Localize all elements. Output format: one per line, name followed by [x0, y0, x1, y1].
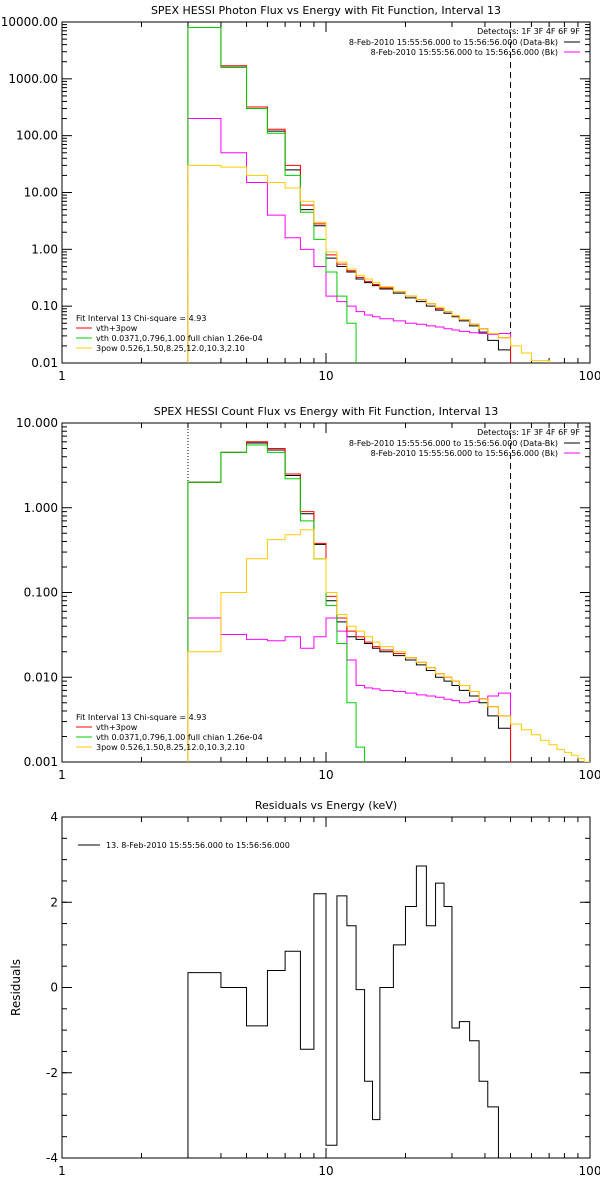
legend-entry-label: 8-Feb-2010 15:55:56.000 to 15:56:56.000 … — [371, 48, 558, 57]
series-group — [187, 865, 511, 1158]
legend-entry-label: 13. 8-Feb-2010 15:55:56.000 to 15:56:56.… — [106, 841, 290, 850]
y-tick-label: 10000.00 — [1, 15, 58, 29]
top-legend: 8-Feb-2010 15:55:56.000 to 15:56:56.000 … — [349, 38, 580, 57]
series-13 — [187, 865, 511, 1158]
fit-header: Fit Interval 13 Chi-square = 4.93 — [76, 713, 206, 722]
plot-area: 1 10 100 0.01 0.10 1.00 10.00 100.00 1000.00 1000… — [1, 15, 600, 383]
series-group — [187, 27, 550, 363]
series-3pow — [187, 164, 550, 363]
x-tick-label: 10 — [318, 1164, 333, 1178]
chart-title: SPEX HESSI Count Flux vs Energy with Fit… — [154, 405, 498, 418]
y-tick-label: -4 — [46, 1151, 58, 1165]
series-bk — [187, 617, 512, 762]
detectors-label: Detectors: 1F 3F 4F 6F 9F — [477, 428, 580, 437]
y-tick-label: 0.01 — [31, 356, 58, 370]
legend-entry-label: 3pow 0.526,1.50,8.25,12.0,10.3,2.10 — [96, 743, 245, 752]
y-tick-label: 1.000 — [24, 501, 58, 515]
y-tick-label: 0.10 — [31, 299, 58, 313]
y-axis-label: Residuals — [9, 959, 23, 1016]
y-tick-label: 2 — [50, 895, 58, 909]
y-tick-label: 4 — [50, 810, 58, 824]
detectors-label: Detectors: 1F 3F 4F 6F 9F — [477, 27, 580, 36]
count-flux-chart: SPEX HESSI Count Flux vs Energy with Fit… — [16, 405, 600, 782]
y-tick-label: 0 — [50, 981, 58, 995]
legend-entry-label: vth 0.0371,0.796,1.00 full chian 1.26e-0… — [96, 733, 263, 742]
chart-title: Residuals vs Energy (keV) — [255, 799, 397, 812]
x-tick-label: 1 — [58, 369, 66, 383]
y-tick-label: -2 — [46, 1066, 58, 1080]
y-tick-label: 10.000 — [16, 416, 58, 430]
series-data-bk — [187, 442, 512, 762]
y-tick-label: 0.100 — [24, 586, 58, 600]
series-3pow — [187, 529, 590, 762]
legend-entry-label: 8-Feb-2010 15:55:56.000 to 15:56:56.000 … — [349, 38, 558, 47]
plot-area: 1 10 100 -4 -2 0 2 4 — [46, 810, 600, 1178]
y-tick-label: 1.00 — [31, 242, 58, 256]
y-tick-label: 0.010 — [24, 670, 58, 684]
legend: 13. 8-Feb-2010 15:55:56.000 to 15:56:56.… — [78, 841, 290, 850]
y-tick-label: 10.00 — [24, 186, 58, 200]
y-tick-label: 100.00 — [16, 129, 58, 143]
residuals-chart: Residuals vs Energy (keV) 1 10 100-4-2024 … — [9, 799, 600, 1178]
chart-title: SPEX HESSI Photon Flux vs Energy with Fi… — [151, 4, 501, 17]
legend-entry-label: 8-Feb-2010 15:55:56.000 to 15:56:56.000 … — [349, 439, 558, 448]
series-group — [187, 441, 590, 762]
y-tick-label: 0.001 — [24, 755, 58, 769]
legend-entry-label: vth+3pow — [96, 723, 138, 732]
series-bk — [187, 118, 512, 363]
top-legend: 8-Feb-2010 15:55:56.000 to 15:56:56.000 … — [349, 439, 580, 458]
legend-entry-label: 3pow 0.526,1.50,8.25,12.0,10.3,2.10 — [96, 344, 245, 353]
fit-header: Fit Interval 13 Chi-square = 4.93 — [76, 314, 206, 323]
legend-entry-label: 8-Feb-2010 15:55:56.000 to 15:56:56.000 … — [371, 449, 558, 458]
series-data-bk — [187, 27, 512, 363]
series-vth — [187, 444, 366, 762]
x-tick-label: 100 — [579, 369, 600, 383]
series-vth — [187, 27, 357, 363]
x-tick-label: 10 — [318, 369, 333, 383]
x-tick-label: 100 — [579, 768, 600, 782]
x-tick-label: 100 — [579, 1164, 600, 1178]
legend-entry-label: vth+3pow — [96, 324, 138, 333]
y-tick-label: 1000.00 — [8, 72, 58, 86]
series-vth-3pow — [187, 441, 512, 762]
photon-flux-chart: SPEX HESSI Photon Flux vs Energy with Fi… — [1, 4, 600, 383]
series-vth-3pow — [187, 27, 512, 363]
x-tick-label: 1 — [58, 1164, 66, 1178]
legend-entry-label: vth 0.0371,0.796,1.00 full chian 1.26e-0… — [96, 334, 263, 343]
x-tick-label: 1 — [58, 768, 66, 782]
x-tick-label: 10 — [318, 768, 333, 782]
plot-area: 1 10 100 0.001 0.010 0.100 1.000 10.000 — [16, 416, 600, 782]
